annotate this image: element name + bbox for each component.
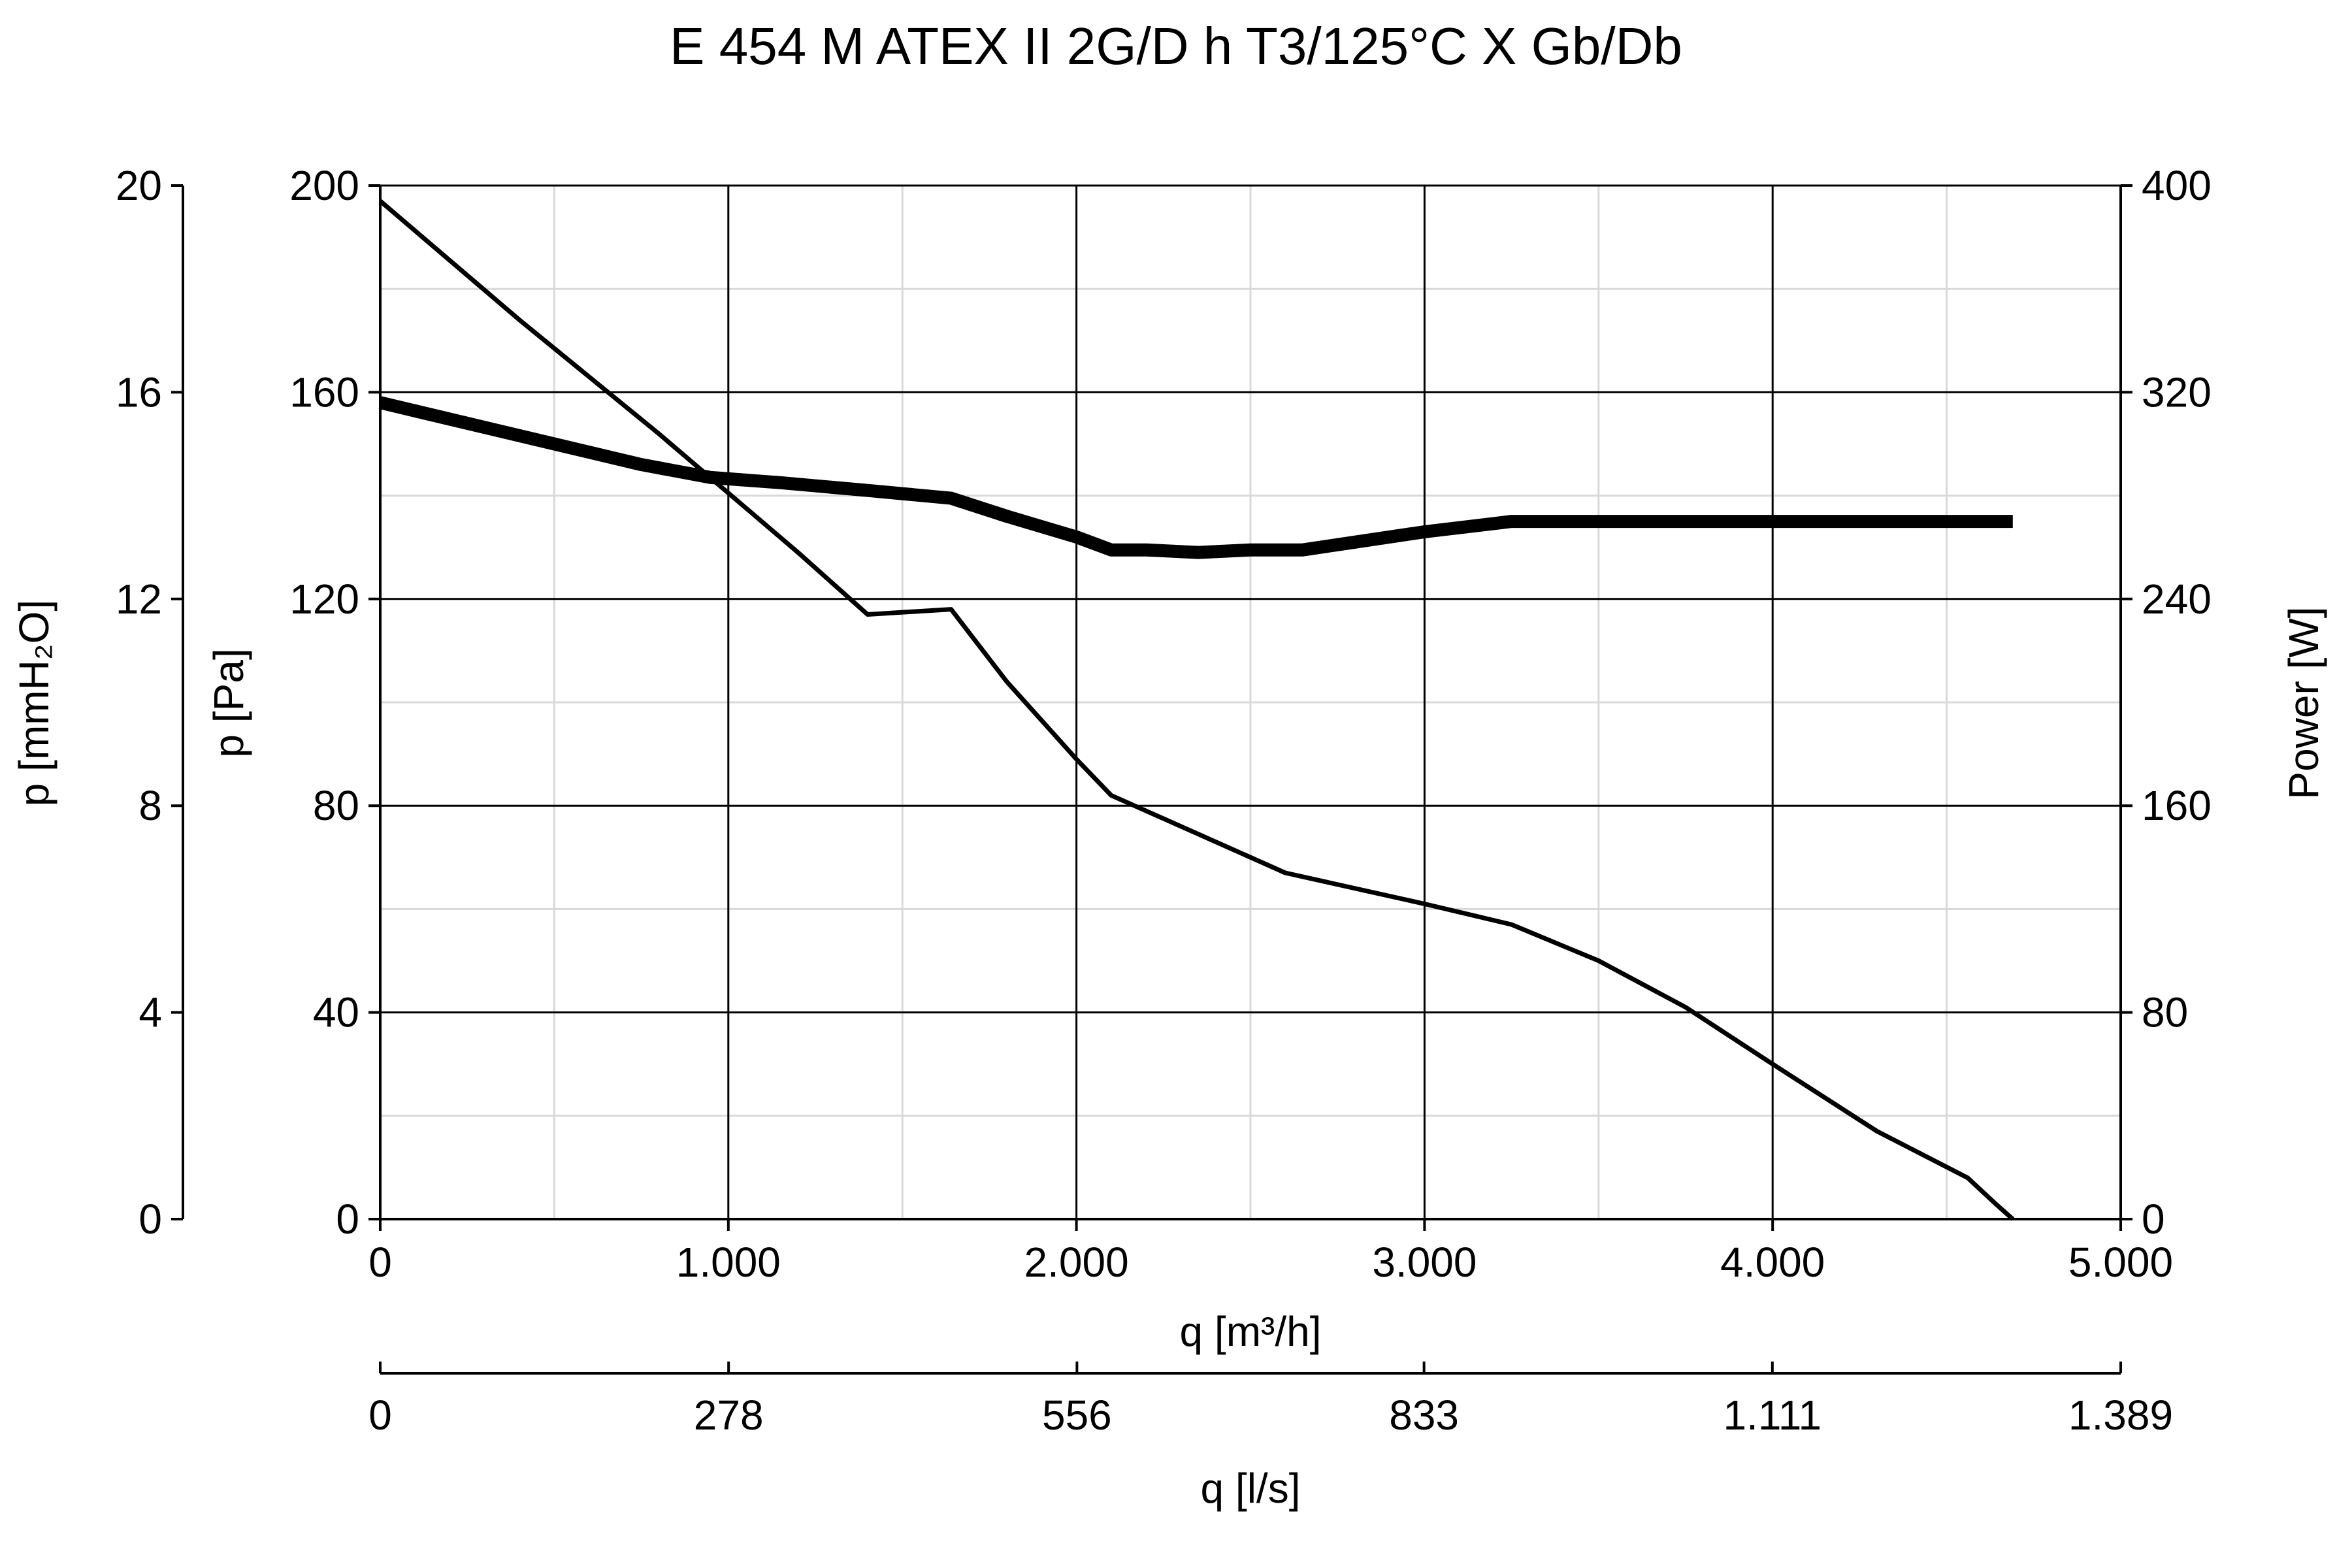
y2-tick-label: 80	[2142, 989, 2188, 1036]
x-tick-label: 2.000	[1024, 1239, 1129, 1286]
y-outer-tick-label: 0	[139, 1196, 162, 1243]
axes	[171, 184, 2132, 1375]
x-tick-label: 3.000	[1372, 1239, 1477, 1286]
y2-tick-label: 320	[2142, 368, 2212, 416]
y2-tick-label: 160	[2142, 782, 2212, 829]
x2-tick-label: 0	[368, 1392, 392, 1439]
y-outer-tick-label: 20	[116, 162, 162, 209]
y2-tick-label: 0	[2142, 1196, 2165, 1243]
data-series	[378, 199, 2015, 1221]
x-axis-label: q [m³/h]	[1180, 1308, 1322, 1355]
y-tick-label: 120	[289, 576, 359, 623]
y-tick-label: 40	[313, 989, 359, 1036]
x2-tick-label: 278	[694, 1392, 764, 1439]
x2-tick-label: 556	[1042, 1392, 1112, 1439]
pressure-curve-line	[378, 199, 2015, 1221]
x-tick-label: 1.000	[676, 1239, 781, 1286]
x2-tick-label: 1.111	[1723, 1392, 1821, 1439]
y-outer-tick-label: 8	[139, 782, 162, 829]
y-tick-label: 160	[289, 368, 359, 416]
x2-tick-label: 833	[1389, 1392, 1459, 1439]
x-tick-label: 5.000	[2068, 1239, 2173, 1286]
y-tick-label: 0	[336, 1196, 359, 1243]
chart-title: E 454 M ATEX II 2G/D h T3/125°C X Gb/Db	[670, 17, 1682, 75]
x-tick-label: 4.000	[1720, 1239, 1825, 1286]
y2-tick-label: 240	[2142, 576, 2212, 623]
y-tick-label: 80	[313, 782, 359, 829]
y2-axis-label: Power [W]	[2280, 606, 2327, 799]
y2-tick-label: 400	[2142, 162, 2212, 209]
x2-tick-label: 1.389	[2068, 1392, 2173, 1439]
y-outer-axis-label: p [mmH₂O]	[10, 600, 57, 806]
y-outer-tick-label: 12	[116, 576, 162, 623]
y-outer-tick-label: 4	[139, 989, 162, 1036]
y-tick-label: 200	[289, 162, 359, 209]
x2-axis-label: q [l/s]	[1201, 1465, 1301, 1512]
y-outer-tick-label: 16	[116, 368, 162, 416]
grid	[379, 184, 2122, 1220]
power-curve-line	[378, 396, 2013, 559]
y-axis-label: p [Pa]	[205, 648, 252, 757]
x-tick-label: 0	[368, 1239, 392, 1286]
